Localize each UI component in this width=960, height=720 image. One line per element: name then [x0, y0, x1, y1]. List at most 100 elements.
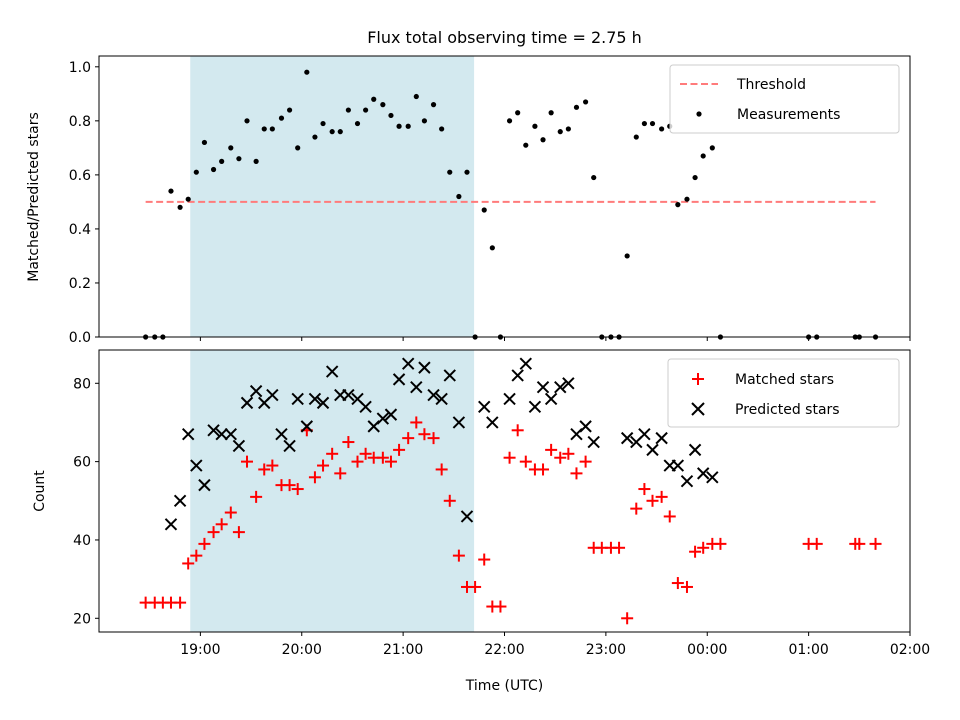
predicted-star-point — [460, 510, 474, 523]
predicted-star-point — [410, 381, 423, 394]
matched-star-point — [443, 494, 456, 507]
x-tick-label: 20:00 — [282, 642, 322, 658]
measurement-point — [573, 104, 580, 110]
bottom-shaded-interval — [190, 350, 475, 632]
matched-star-point — [452, 549, 465, 562]
matched-star-point — [562, 447, 575, 460]
matched-star-point — [410, 416, 423, 429]
measurement-point — [312, 134, 318, 140]
measurement-point — [523, 142, 529, 148]
matched-star-point — [427, 432, 440, 445]
legend-matched-label: Matched stars — [735, 372, 834, 388]
measurement-point — [278, 115, 285, 121]
bottom-legend: Matched stars Predicted stars — [667, 358, 900, 428]
matched-star-point — [537, 463, 550, 476]
measurement-point — [548, 110, 554, 116]
measurement-point — [447, 169, 453, 175]
predicted-star-point — [164, 518, 178, 531]
measurement-point — [295, 145, 301, 151]
measurement-point — [236, 156, 242, 162]
measurement-point — [557, 129, 563, 135]
matched-star-point — [655, 490, 668, 503]
x-tick-label: 00:00 — [687, 642, 727, 658]
measurement-point — [405, 123, 411, 129]
measurement-point — [692, 174, 698, 181]
matched-stars-points — [139, 416, 882, 625]
measurement-point — [269, 126, 275, 132]
predicted-star-point — [342, 388, 355, 402]
predicted-star-point — [392, 373, 406, 386]
measurement-point — [421, 118, 428, 124]
predicted-star-point — [215, 428, 228, 441]
predicted-star-point — [511, 369, 524, 382]
bottom-legend-box — [667, 358, 900, 428]
measurement-point — [684, 196, 690, 202]
y-tick-label: 0.8 — [69, 114, 91, 130]
legend-threshold-label: Threshold — [736, 77, 806, 93]
measurement-point — [532, 123, 538, 129]
predicted-star-point — [536, 381, 550, 394]
matched-star-point — [469, 580, 482, 593]
top-y-axis-label: Matched/Predicted stars — [26, 112, 42, 282]
measurement-point — [700, 153, 706, 159]
measurement-point — [641, 120, 647, 127]
measurement-point — [286, 107, 293, 113]
measurement-point — [430, 102, 437, 108]
matched-star-point — [291, 483, 304, 496]
legend-predicted-label: Predicted stars — [735, 402, 840, 418]
predicted-star-point — [266, 388, 279, 402]
matched-star-point — [621, 612, 634, 625]
matched-star-point — [519, 455, 532, 468]
measurement-point — [228, 145, 234, 151]
predicted-star-point — [562, 377, 575, 390]
predicted-star-point — [427, 388, 440, 402]
matched-star-point — [326, 447, 339, 460]
measurement-point — [624, 253, 630, 259]
measurement-point — [380, 102, 386, 108]
y-tick-label: 1.0 — [69, 60, 91, 76]
matched-star-point — [308, 471, 321, 484]
measurement-point — [396, 123, 402, 129]
measurement-point — [515, 110, 521, 116]
measurement-point — [659, 126, 665, 132]
predicted-star-point — [224, 428, 237, 441]
measurement-point — [329, 129, 335, 135]
measurement-point — [253, 158, 259, 164]
matched-star-point — [494, 600, 507, 613]
top-y-ticks: 0.0 0.2 0.4 0.6 0.8 1.0 — [69, 60, 99, 346]
matched-star-point — [198, 537, 211, 550]
predicted-star-point — [443, 369, 456, 382]
measurement-point — [363, 107, 369, 113]
matched-star-point — [207, 526, 220, 539]
measurement-point — [709, 145, 715, 151]
matched-star-point — [613, 541, 626, 554]
y-tick-label: 0.2 — [69, 276, 91, 292]
top-x-ticks — [199, 337, 911, 341]
y-tick-label: 80 — [73, 376, 91, 392]
predicted-star-point — [554, 381, 567, 394]
matched-star-point — [402, 432, 415, 445]
legend-measurements-label: Measurements — [737, 107, 840, 123]
measurement-point — [649, 120, 656, 127]
matched-star-point — [511, 424, 524, 437]
predicted-star-point — [325, 365, 339, 378]
matched-star-point — [418, 428, 431, 441]
y-tick-label: 60 — [73, 455, 91, 471]
matched-star-point — [241, 455, 254, 468]
predicted-star-point — [308, 392, 322, 406]
matched-star-point — [342, 436, 355, 449]
matched-star-point — [714, 537, 727, 550]
predicted-star-point — [486, 416, 499, 429]
predicted-star-point — [478, 400, 491, 413]
y-tick-label: 0.0 — [69, 330, 91, 346]
matched-star-point — [697, 541, 710, 554]
matched-star-point — [579, 455, 592, 468]
measurement-point — [168, 188, 174, 194]
matched-star-point — [258, 463, 271, 476]
predicted-star-point — [316, 396, 330, 410]
matched-star-point — [435, 463, 448, 476]
measurement-point — [185, 196, 191, 202]
predicted-star-point — [232, 439, 246, 453]
top-legend: Threshold Measurements — [669, 64, 900, 134]
